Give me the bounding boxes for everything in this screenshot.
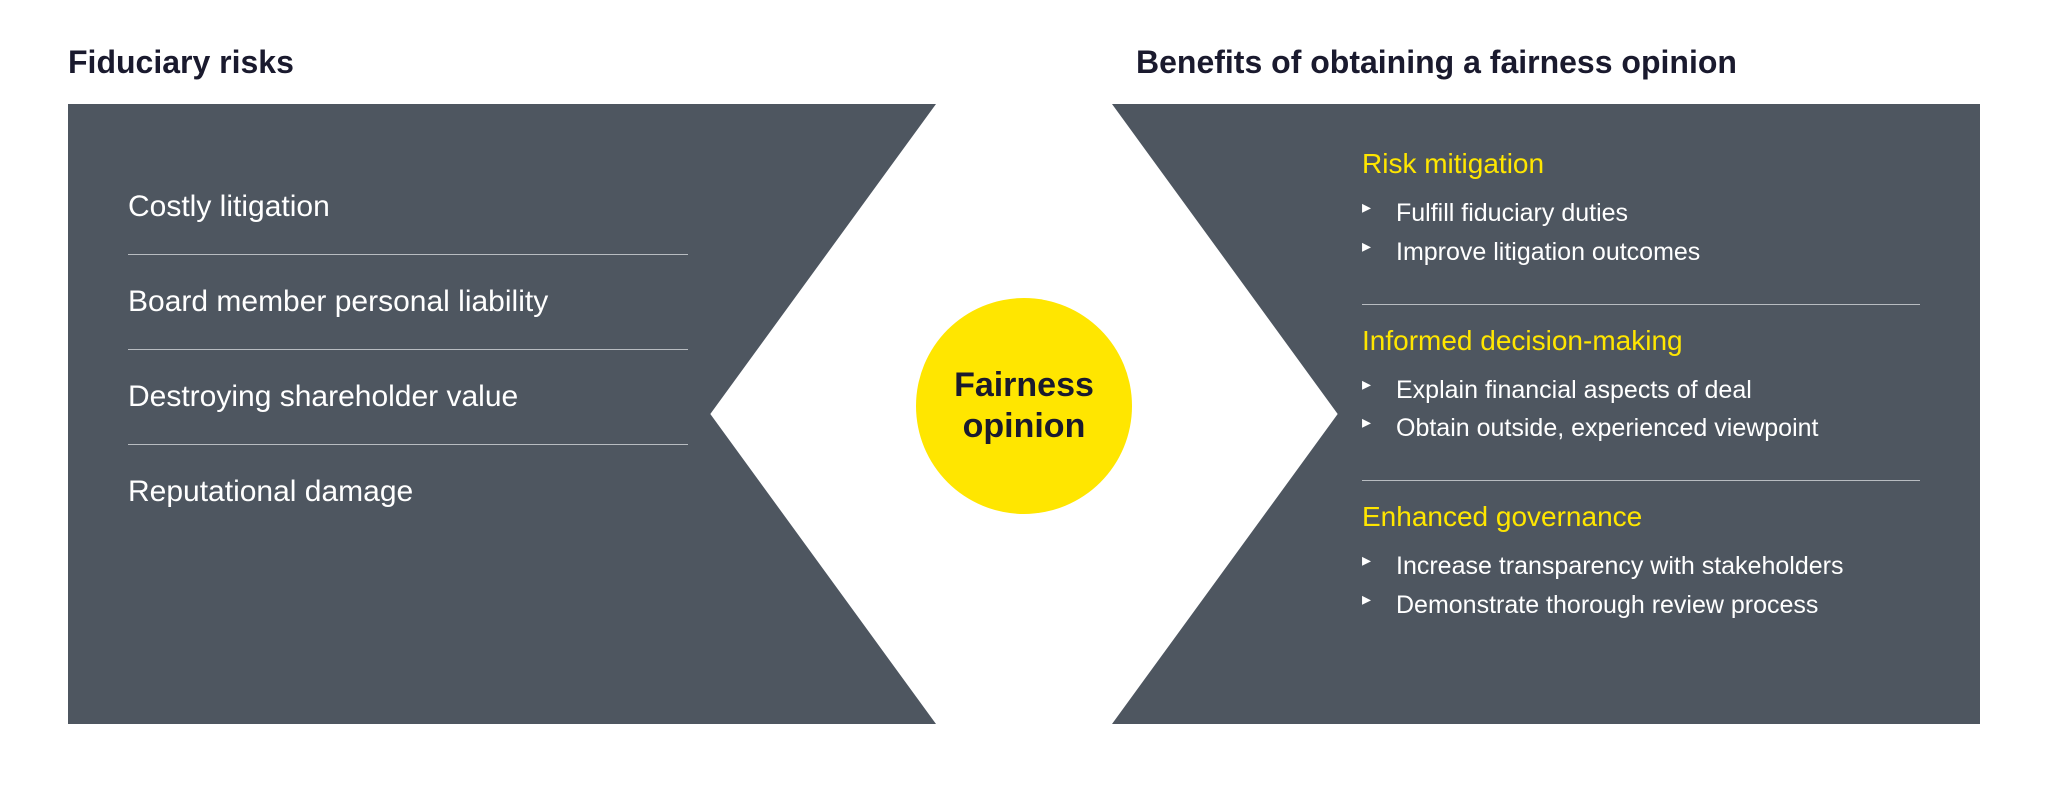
bullet-item: Improve litigation outcomes <box>1362 233 1920 272</box>
benefit-bullets: Explain financial aspects of deal Obtain… <box>1362 371 1920 449</box>
left-panel: Costly litigation Board member personal … <box>68 104 936 724</box>
bullet-item: Increase transparency with stakeholders <box>1362 547 1920 586</box>
center-line1: Fairness <box>954 366 1094 404</box>
risk-item: Destroying shareholder value <box>128 350 876 444</box>
center-circle-text: Fairness opinion <box>954 365 1094 447</box>
benefit-group: Informed decision-making Explain financi… <box>1362 325 1920 463</box>
center-line2: opinion <box>963 407 1086 445</box>
benefit-title: Enhanced governance <box>1362 501 1920 533</box>
bullet-item: Obtain outside, experienced viewpoint <box>1362 409 1920 448</box>
right-panel: Risk mitigation Fulfill fiduciary duties… <box>1112 104 1980 724</box>
divider <box>1362 480 1920 481</box>
benefit-bullets: Fulfill fiduciary duties Improve litigat… <box>1362 194 1920 272</box>
benefit-group: Enhanced governance Increase transparenc… <box>1362 501 1920 639</box>
bullet-item: Demonstrate thorough review process <box>1362 586 1920 625</box>
benefit-group: Risk mitigation Fulfill fiduciary duties… <box>1362 148 1920 286</box>
left-heading: Fiduciary risks <box>68 44 294 81</box>
divider <box>1362 304 1920 305</box>
benefit-title: Risk mitigation <box>1362 148 1920 180</box>
center-circle: Fairness opinion <box>916 298 1132 514</box>
risk-item: Board member personal liability <box>128 255 876 349</box>
benefit-bullets: Increase transparency with stakeholders … <box>1362 547 1920 625</box>
right-heading: Benefits of obtaining a fairness opinion <box>1136 44 1737 81</box>
benefit-title: Informed decision-making <box>1362 325 1920 357</box>
bullet-item: Explain financial aspects of deal <box>1362 371 1920 410</box>
bullet-item: Fulfill fiduciary duties <box>1362 194 1920 233</box>
risk-item: Costly litigation <box>128 160 876 254</box>
risk-item: Reputational damage <box>128 445 876 539</box>
